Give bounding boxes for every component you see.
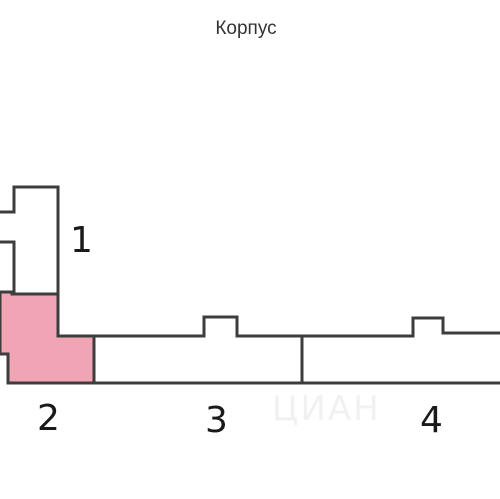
section-label-2: 2: [37, 398, 60, 439]
section-label-1: 1: [70, 220, 93, 261]
section-3-shape[interactable]: [94, 315, 304, 385]
page-title: Корпус: [215, 18, 277, 39]
section-4-shape[interactable]: [302, 316, 500, 338]
section-label-3: 3: [205, 400, 228, 441]
section-1-inner-wall: [0, 240, 16, 294]
section-1-shape[interactable]: [0, 185, 60, 336]
section-2-shape[interactable]: [0, 290, 96, 385]
section-label-4: 4: [420, 400, 443, 441]
watermark: ЦИАН: [272, 389, 381, 429]
